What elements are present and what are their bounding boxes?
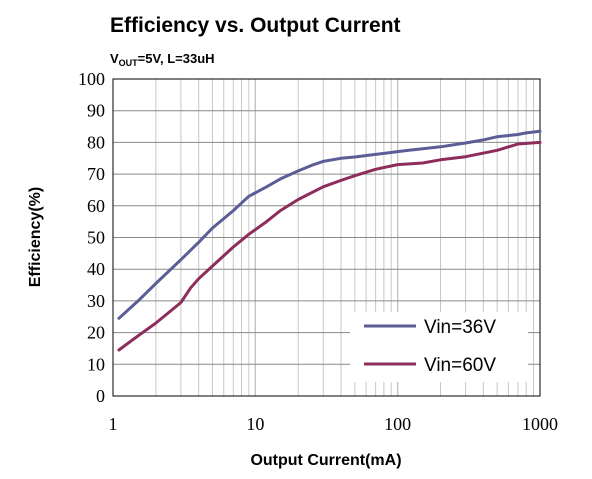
series-line-2 [117,140,542,352]
y-tick-label: 40 [87,259,105,279]
series-line-1 [117,129,542,320]
subtitle-subscript: OUT [119,58,139,68]
y-tick-label: 90 [87,101,105,121]
chart-subtitle: VOUT=5V, L=33uH [110,51,215,68]
x-tick-label: 100 [384,414,411,434]
y-tick-label: 70 [87,164,105,184]
plot-area [112,78,541,397]
legend: Vin=36V Vin=60V [350,312,528,382]
y-tick-label: 20 [87,323,105,343]
y-axis-label: Efficiency(%) [27,187,44,287]
legend-label: Vin=60V [424,355,496,376]
series-lines [117,129,542,352]
legend-label: Vin=36V [424,317,496,338]
y-tick-label: 60 [87,196,105,216]
x-tick-label: 1 [109,414,118,434]
y-tick-label: 10 [87,354,105,374]
y-tick-label: 50 [87,228,105,248]
y-tick-label: 30 [87,291,105,311]
x-tick-label: 10 [246,414,264,434]
y-tick-label: 80 [87,132,105,152]
y-tick-label: 100 [78,69,105,89]
y-tick-label: 0 [96,386,105,406]
x-axis-label: Output Current(mA) [250,452,401,469]
legend-box [350,312,528,382]
subtitle-rest: =5V, L=33uH [138,51,215,66]
chart-title: Efficiency vs. Output Current [110,14,401,37]
subtitle-prefix: V [110,51,119,66]
x-tick-label: 1000 [522,414,558,434]
